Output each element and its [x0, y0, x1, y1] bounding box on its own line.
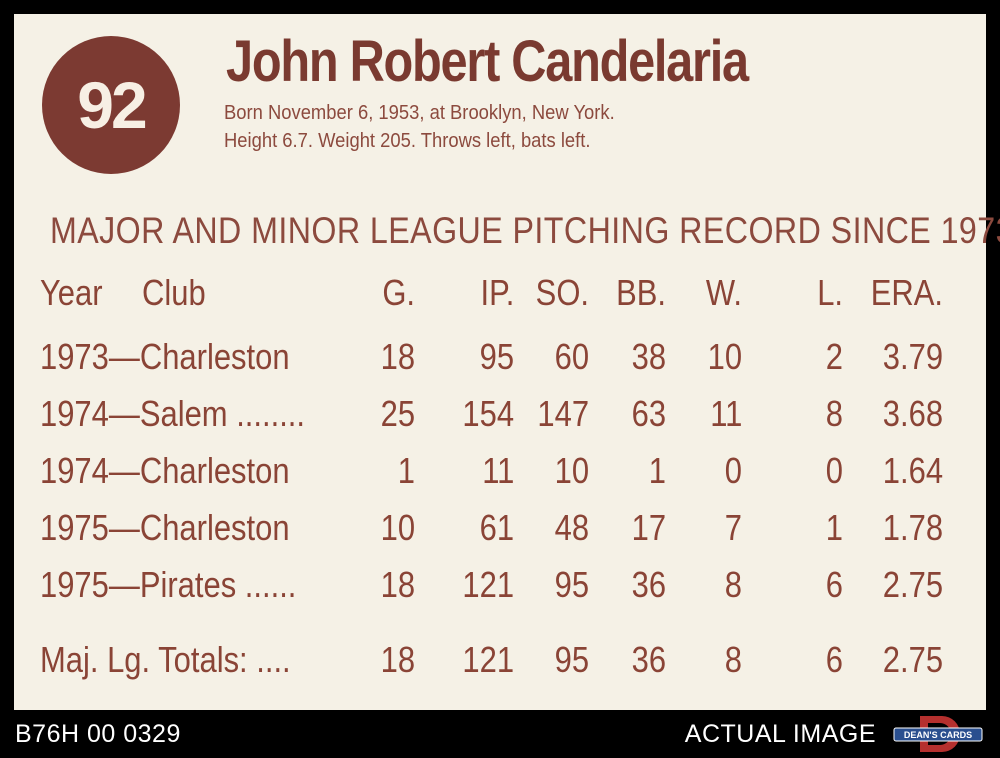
- row-so: 10: [554, 450, 589, 491]
- header-bb: BB.: [616, 272, 666, 313]
- header-so: SO.: [535, 272, 589, 313]
- row-bb: 17: [631, 507, 666, 548]
- stats-row: 1974—Salem ........ 25 154 147 63 11 8 3…: [14, 393, 986, 437]
- stats-row: 1975—Charleston 10 61 48 17 7 1 1.78: [14, 507, 986, 551]
- player-birth-info: Born November 6, 1953, at Brooklyn, New …: [224, 102, 615, 124]
- card-number-badge: 92: [42, 36, 180, 174]
- totals-row: Maj. Lg. Totals: .... 18 121 95 36 8 6 2…: [14, 639, 986, 683]
- row-label: 1974—Charleston: [40, 450, 290, 491]
- totals-g: 18: [380, 639, 415, 680]
- header-w: W.: [705, 272, 742, 313]
- inventory-id: B76H 00 0329: [15, 720, 181, 748]
- totals-w: 8: [724, 639, 742, 680]
- row-w: 11: [709, 393, 742, 434]
- stats-header-row: Year Club G. IP. SO. BB. W. L. ERA.: [14, 272, 986, 316]
- row-l: 6: [825, 564, 843, 605]
- header-ip: IP.: [480, 272, 514, 313]
- row-so: 60: [554, 336, 589, 377]
- row-bb: 63: [631, 393, 666, 434]
- row-w: 7: [724, 507, 742, 548]
- row-label: 1975—Pirates ......: [40, 564, 297, 605]
- row-l: 0: [825, 450, 843, 491]
- row-g: 10: [380, 507, 415, 548]
- row-ip: 121: [462, 564, 514, 605]
- totals-label: Maj. Lg. Totals: ....: [40, 639, 291, 680]
- row-w: 10: [707, 336, 742, 377]
- actual-image-label: ACTUAL IMAGE: [684, 720, 876, 748]
- row-w: 0: [724, 450, 742, 491]
- row-so: 147: [537, 393, 589, 434]
- row-era: 3.68: [882, 393, 943, 434]
- header-year: Year: [40, 272, 103, 313]
- stats-row: 1973—Charleston 18 95 60 38 10 2 3.79: [14, 336, 986, 380]
- header-club: Club: [142, 272, 206, 313]
- header-era: ERA.: [870, 272, 943, 313]
- row-label: 1975—Charleston: [40, 507, 290, 548]
- row-g: 18: [380, 564, 415, 605]
- player-physical-info: Height 6.7. Weight 205. Throws left, bat…: [224, 130, 591, 152]
- header-l: L.: [817, 272, 843, 313]
- row-bb: 1: [648, 450, 666, 491]
- player-name: John Robert Candelaria: [226, 29, 749, 94]
- row-ip: 95: [479, 336, 514, 377]
- row-bb: 38: [631, 336, 666, 377]
- deans-cards-logo: DEAN'S CARDS: [893, 716, 983, 752]
- stats-heading: MAJOR AND MINOR LEAGUE PITCHING RECORD S…: [50, 210, 1000, 251]
- row-era: 1.64: [882, 450, 943, 491]
- stats-row: 1974—Charleston 1 11 10 1 0 0 1.64: [14, 450, 986, 494]
- row-g: 25: [380, 393, 415, 434]
- row-l: 2: [825, 336, 843, 377]
- logo-text: DEAN'S CARDS: [904, 730, 972, 740]
- row-label: 1974—Salem ........: [40, 393, 306, 434]
- totals-era: 2.75: [882, 639, 943, 680]
- header-g: G.: [382, 272, 415, 313]
- row-so: 48: [554, 507, 589, 548]
- row-bb: 36: [631, 564, 666, 605]
- totals-so: 95: [554, 639, 589, 680]
- row-ip: 11: [481, 450, 514, 491]
- row-era: 1.78: [882, 507, 943, 548]
- stats-row: 1975—Pirates ...... 18 121 95 36 8 6 2.7…: [14, 564, 986, 608]
- row-label: 1973—Charleston: [40, 336, 290, 377]
- row-ip: 61: [479, 507, 514, 548]
- row-so: 95: [554, 564, 589, 605]
- row-l: 1: [825, 507, 843, 548]
- baseball-card-back: 92 John Robert Candelaria Born November …: [14, 14, 1000, 710]
- totals-bb: 36: [631, 639, 666, 680]
- row-g: 18: [380, 336, 415, 377]
- row-g: 1: [397, 450, 415, 491]
- row-ip: 154: [462, 393, 514, 434]
- row-era: 2.75: [882, 564, 943, 605]
- row-l: 8: [825, 393, 843, 434]
- totals-ip: 121: [462, 639, 514, 680]
- footer-bar: B76H 00 0329 ACTUAL IMAGE DEAN'S CARDS: [0, 710, 1000, 758]
- totals-l: 6: [825, 639, 843, 680]
- card-number: 92: [77, 68, 147, 142]
- row-w: 8: [724, 564, 742, 605]
- row-era: 3.79: [882, 336, 943, 377]
